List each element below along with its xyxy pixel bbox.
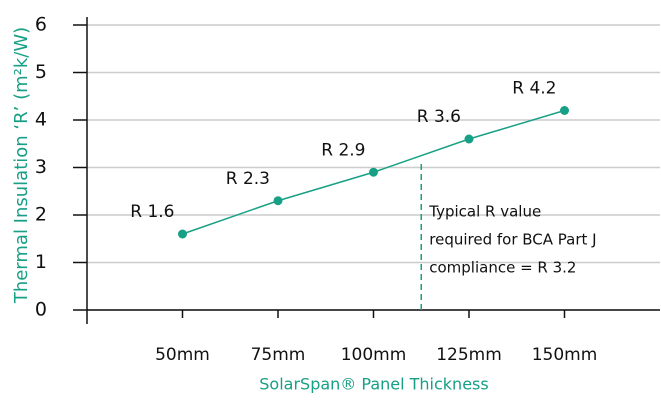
y-tick-label: 4: [35, 109, 47, 131]
y-tick-label: 2: [35, 204, 47, 226]
annotation-text: Typical R value: [428, 203, 541, 221]
point: [560, 106, 569, 115]
y-tick-label: 3: [35, 156, 47, 178]
x-tick-label: 100mm: [341, 345, 407, 365]
y-tick-label: 0: [35, 299, 47, 321]
point: [273, 196, 283, 206]
x-axis-title: SolarSpan® Panel Thickness: [259, 375, 488, 394]
point: [464, 134, 474, 144]
y-axis-title: Thermal Insulation ‘R’ (m²k/W): [11, 27, 32, 304]
data-label: R 3.6: [417, 107, 461, 127]
point: [369, 167, 378, 177]
point: [178, 229, 187, 239]
x-tick-label: 75mm: [251, 345, 306, 365]
x-tick-label: 150mm: [532, 345, 598, 365]
x-tick-label: 125mm: [436, 345, 502, 365]
y-tick-label: 5: [35, 61, 47, 83]
data-label: R 2.9: [321, 140, 365, 160]
data-label: R 1.6: [130, 202, 174, 222]
data-label: R 2.3: [226, 169, 270, 189]
y-tick-label: 6: [35, 14, 47, 36]
annotation-text: compliance = R 3.2: [429, 259, 576, 277]
y-tick-label: 1: [35, 251, 47, 273]
annotation-text: required for BCA Part J: [429, 231, 596, 249]
x-tick-label: 50mm: [155, 345, 210, 365]
data-label: R 4.2: [512, 79, 556, 99]
